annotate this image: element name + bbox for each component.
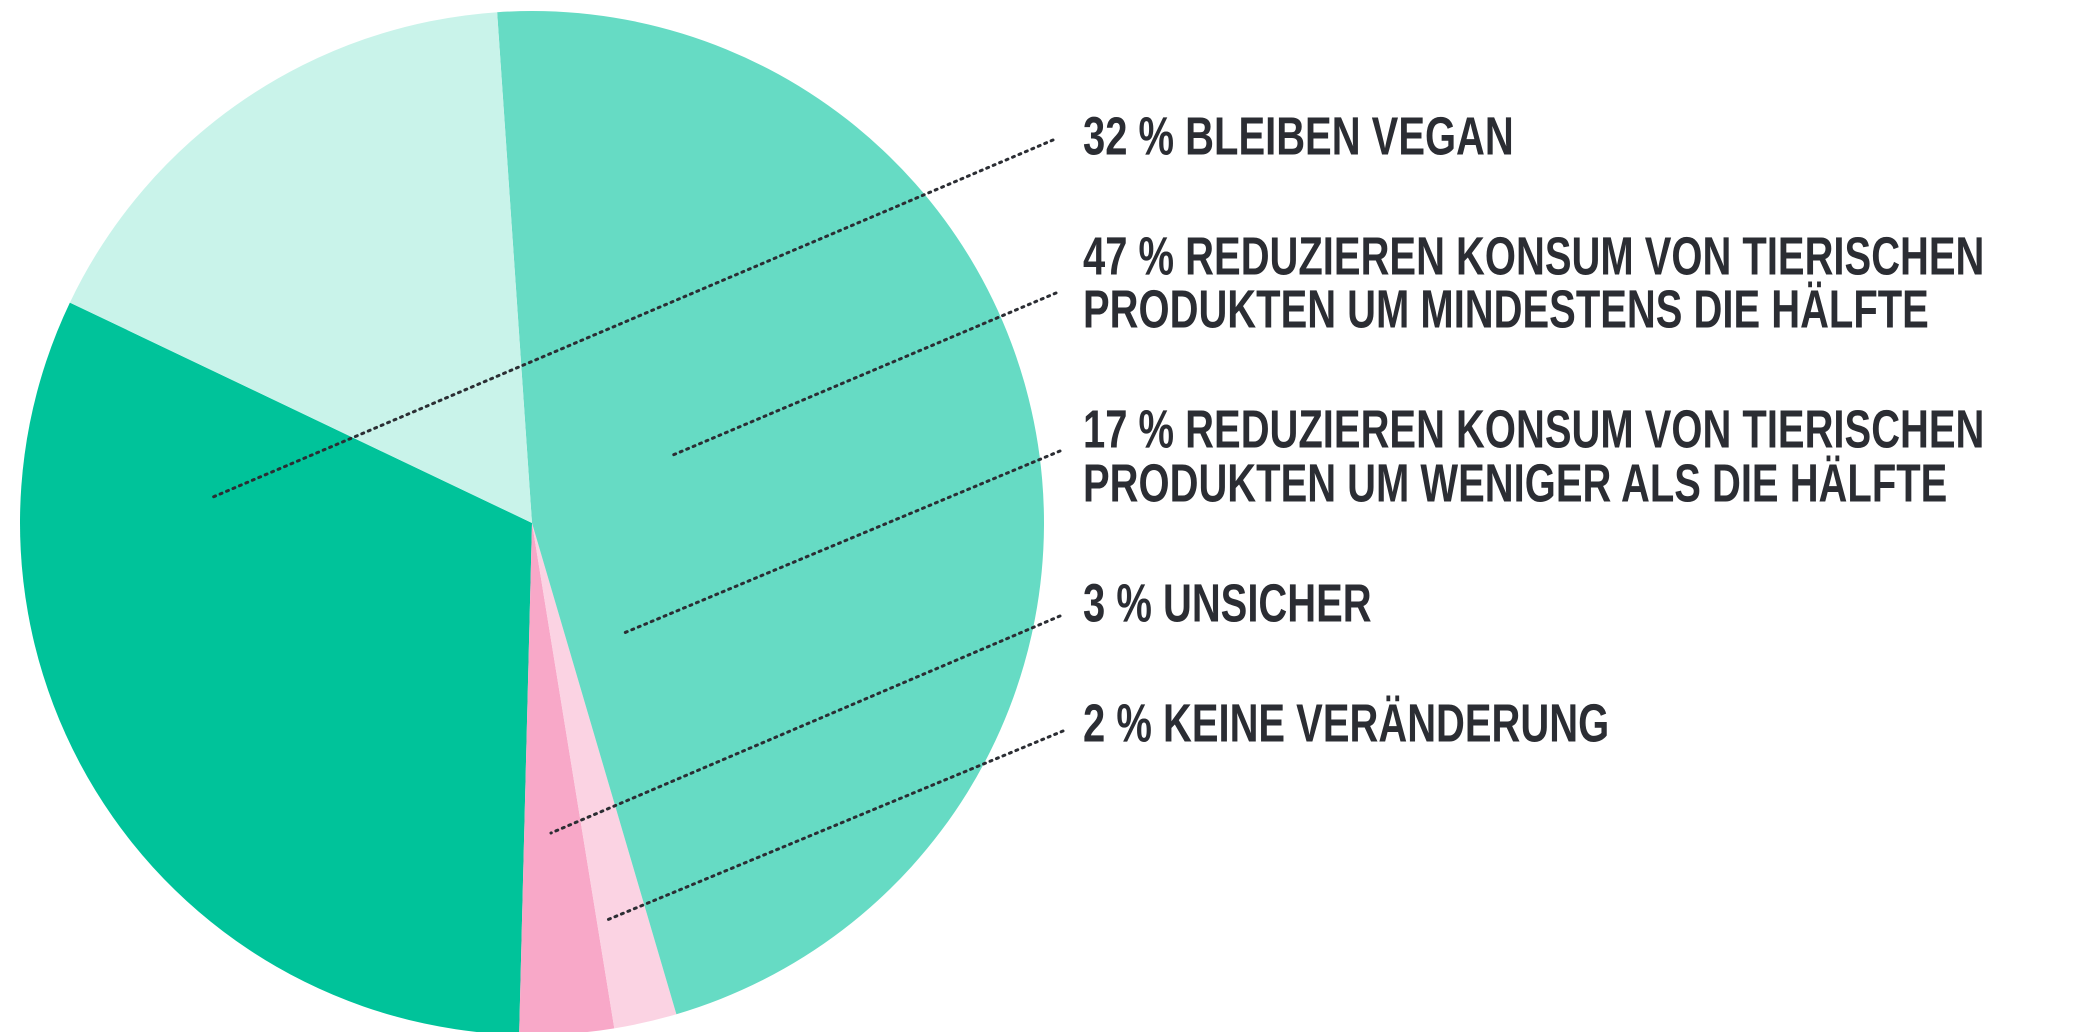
pie [20, 10, 1045, 1032]
leader-line [622, 449, 1062, 635]
slice-label: PRODUKTEN UM WENIGER ALS DIE HÄLFTE [1083, 454, 1947, 514]
labels: 32 % BLEIBEN VEGAN 47 % REDUZIEREN KONSUM… [1083, 107, 1984, 754]
label-line: PRODUKTEN UM MINDESTENS DIE HÄLFTE [1083, 280, 1929, 340]
label-line: 32 % BLEIBEN VEGAN [1083, 107, 1514, 167]
leader-line [671, 291, 1058, 457]
label-line: 47 % REDUZIEREN KONSUM VON TIERISCHEN [1083, 227, 1984, 287]
pie-slice [532, 523, 677, 1029]
label-line: PRODUKTEN UM WENIGER ALS DIE HÄLFTE [1083, 454, 1947, 514]
slice-label: 32 % BLEIBEN VEGAN [1083, 107, 1514, 167]
pie-slice [69, 12, 532, 523]
pie-slice [519, 523, 615, 1032]
slice-label: 47 % REDUZIEREN KONSUM VON TIERISCHEN [1083, 227, 1984, 287]
leader-line [549, 614, 1062, 835]
leader-line [211, 138, 1055, 499]
label-line: 17 % REDUZIEREN KONSUM VON TIERISCHEN [1083, 400, 1984, 460]
pie-slice [497, 10, 1045, 1015]
slice-label: 17 % REDUZIEREN KONSUM VON TIERISCHEN [1083, 400, 1984, 460]
label-line: 2 % KEINE VERÄNDERUNG [1083, 694, 1609, 754]
slice-label: 3 % UNSICHER [1083, 574, 1372, 634]
slice-label: 2 % KEINE VERÄNDERUNG [1083, 694, 1609, 754]
leader-lines [211, 138, 1065, 922]
label-line: 3 % UNSICHER [1083, 574, 1372, 634]
leader-line [605, 729, 1065, 922]
slice-label: PRODUKTEN UM MINDESTENS DIE HÄLFTE [1083, 280, 1929, 340]
pie-slice [20, 302, 532, 1032]
